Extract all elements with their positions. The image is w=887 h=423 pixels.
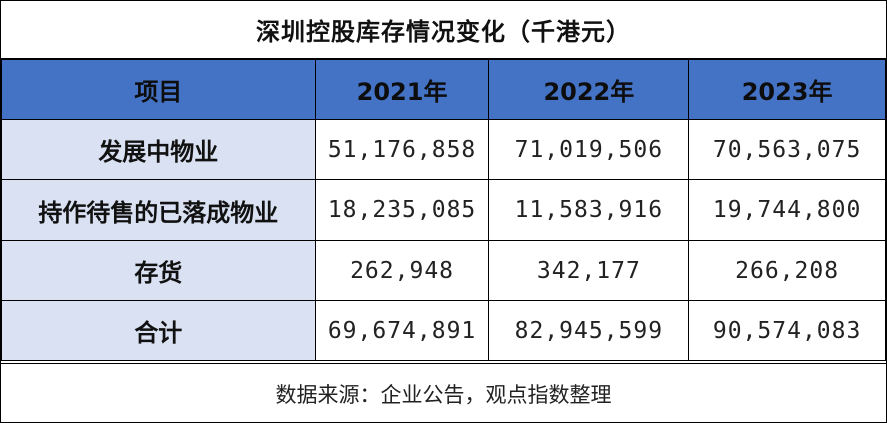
- cell-value: 18,235,085: [314, 179, 490, 241]
- cell-value: 69,674,891: [314, 300, 490, 361]
- table-row: 合计 69,674,891 82,945,599 90,574,083: [1, 300, 886, 361]
- cell-value: 266,208: [688, 240, 886, 301]
- cell-value: 262,948: [314, 240, 490, 301]
- source-note: 数据来源：企业公告，观点指数整理: [1, 363, 886, 423]
- row-label: 持作待售的已落成物业: [1, 179, 316, 241]
- cell-value: 11,583,916: [488, 179, 690, 241]
- cell-value: 71,019,506: [488, 119, 690, 180]
- cell-value: 82,945,599: [488, 300, 690, 361]
- column-header-item: 项目: [1, 59, 316, 120]
- table-row: 存货 262,948 342,177 266,208: [1, 240, 886, 301]
- table-title: 深圳控股库存情况变化（千港元）: [1, 1, 886, 59]
- cell-value: 342,177: [488, 240, 690, 301]
- row-label: 存货: [1, 240, 316, 301]
- column-header-2022: 2022年: [488, 59, 690, 120]
- row-label: 发展中物业: [1, 119, 316, 180]
- cell-value: 90,574,083: [688, 300, 886, 361]
- row-label: 合计: [1, 300, 316, 361]
- cell-value: 19,744,800: [688, 179, 886, 241]
- header-row: 项目 2021年 2022年 2023年: [1, 59, 886, 120]
- column-header-2023: 2023年: [688, 59, 886, 120]
- table-row: 持作待售的已落成物业 18,235,085 11,583,916 19,744,…: [1, 179, 886, 241]
- cell-value: 51,176,858: [314, 119, 490, 180]
- table-row: 发展中物业 51,176,858 71,019,506 70,563,075: [1, 119, 886, 180]
- column-header-2021: 2021年: [314, 59, 490, 120]
- data-table: 项目 2021年 2022年 2023年 发展中物业 51,176,858 71…: [1, 59, 886, 361]
- cell-value: 70,563,075: [688, 119, 886, 180]
